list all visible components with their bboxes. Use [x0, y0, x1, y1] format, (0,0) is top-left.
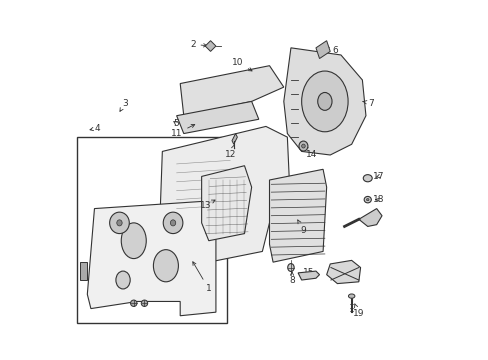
Ellipse shape	[287, 264, 294, 271]
Polygon shape	[358, 208, 381, 226]
Polygon shape	[269, 169, 326, 262]
Polygon shape	[87, 202, 216, 316]
Polygon shape	[283, 48, 365, 155]
Ellipse shape	[364, 197, 370, 203]
Text: 9: 9	[297, 220, 305, 234]
Ellipse shape	[141, 300, 147, 306]
Ellipse shape	[109, 212, 129, 234]
Text: 16: 16	[365, 217, 376, 226]
Text: 18: 18	[372, 195, 384, 204]
Text: 17: 17	[372, 172, 384, 181]
Polygon shape	[201, 166, 251, 241]
Ellipse shape	[298, 141, 307, 151]
Ellipse shape	[170, 220, 175, 226]
Text: 3: 3	[120, 99, 127, 111]
Polygon shape	[326, 260, 360, 284]
Text: 6: 6	[325, 46, 338, 55]
Polygon shape	[231, 134, 237, 144]
Text: 15: 15	[303, 268, 317, 277]
Text: 8: 8	[288, 272, 294, 284]
Text: 1: 1	[192, 262, 211, 293]
Ellipse shape	[363, 175, 371, 182]
Text: 11: 11	[170, 125, 194, 138]
Polygon shape	[176, 102, 258, 134]
Ellipse shape	[301, 144, 305, 148]
Text: 13: 13	[199, 200, 215, 210]
Ellipse shape	[366, 199, 368, 201]
Ellipse shape	[116, 271, 130, 289]
Polygon shape	[80, 262, 87, 280]
Text: 14: 14	[304, 145, 316, 159]
Ellipse shape	[317, 93, 331, 111]
Bar	[77, 137, 226, 323]
Ellipse shape	[163, 212, 183, 234]
Text: 7: 7	[362, 99, 373, 108]
Ellipse shape	[130, 300, 137, 306]
Polygon shape	[159, 126, 290, 269]
Polygon shape	[315, 41, 329, 59]
Ellipse shape	[301, 71, 347, 132]
Text: 2: 2	[189, 40, 206, 49]
Text: 10: 10	[231, 58, 251, 71]
Text: 4: 4	[90, 124, 100, 133]
Text: 19: 19	[352, 304, 364, 319]
Polygon shape	[180, 66, 283, 116]
Polygon shape	[298, 271, 319, 280]
Polygon shape	[205, 41, 216, 51]
Text: 5: 5	[173, 119, 179, 128]
Ellipse shape	[117, 220, 122, 226]
Text: 12: 12	[225, 145, 236, 159]
Ellipse shape	[348, 294, 354, 298]
Ellipse shape	[121, 223, 146, 258]
Ellipse shape	[153, 249, 178, 282]
